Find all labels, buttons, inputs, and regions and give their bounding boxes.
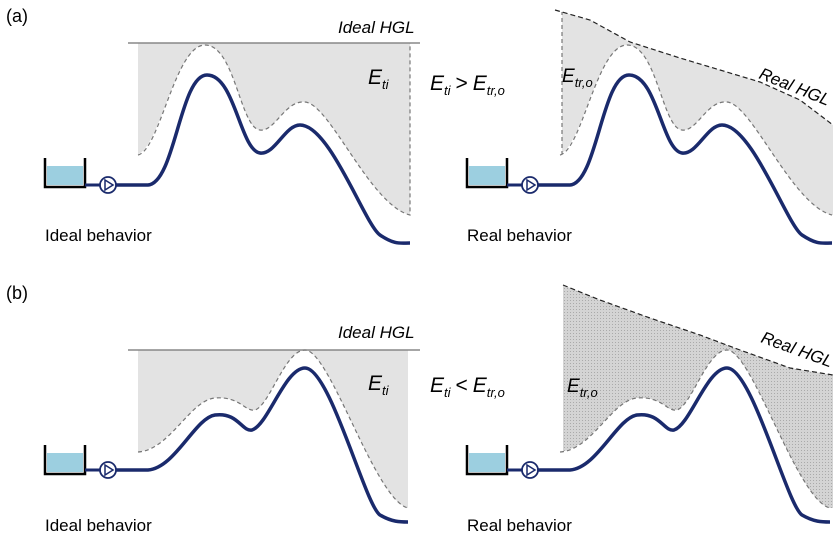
operator: > — [456, 72, 468, 95]
subscript: ti — [444, 385, 452, 400]
hgl-label: Ideal HGL — [338, 18, 415, 37]
subscript: ti — [382, 77, 390, 92]
subscript: ti — [444, 83, 452, 98]
diagram: (a) Ideal HGL Eti Eti>Etr,o Etr,o Real H… — [0, 0, 833, 540]
symbol: E — [567, 376, 580, 397]
water — [47, 453, 83, 472]
symbol: E — [473, 374, 488, 397]
symbol: E — [430, 374, 445, 397]
subscript: tr,o — [575, 75, 593, 90]
panel-label: (b) — [6, 283, 28, 303]
symbol: E — [430, 72, 445, 95]
panel-b-ideal — [45, 350, 420, 532]
subscript: ti — [382, 383, 390, 398]
caption: Real behavior — [467, 226, 572, 245]
caption: Real behavior — [467, 516, 572, 535]
water — [47, 166, 83, 185]
symbol: E — [368, 66, 383, 89]
hgl-label: Ideal HGL — [338, 323, 415, 342]
comparison: Eti>Etr,o — [430, 72, 505, 98]
comparison: Eti<Etr,o — [430, 374, 505, 400]
symbol: E — [368, 372, 383, 395]
symbol: E — [473, 72, 488, 95]
caption: Ideal behavior — [45, 226, 152, 245]
subscript: tr,o — [487, 385, 505, 400]
panel-a-real — [467, 10, 833, 258]
panel-label: (a) — [6, 6, 28, 26]
subscript: tr,o — [487, 83, 505, 98]
subscript: tr,o — [580, 385, 598, 400]
operator: < — [456, 374, 468, 397]
caption: Ideal behavior — [45, 516, 152, 535]
panel-b-real — [467, 285, 833, 532]
symbol: E — [562, 66, 575, 87]
